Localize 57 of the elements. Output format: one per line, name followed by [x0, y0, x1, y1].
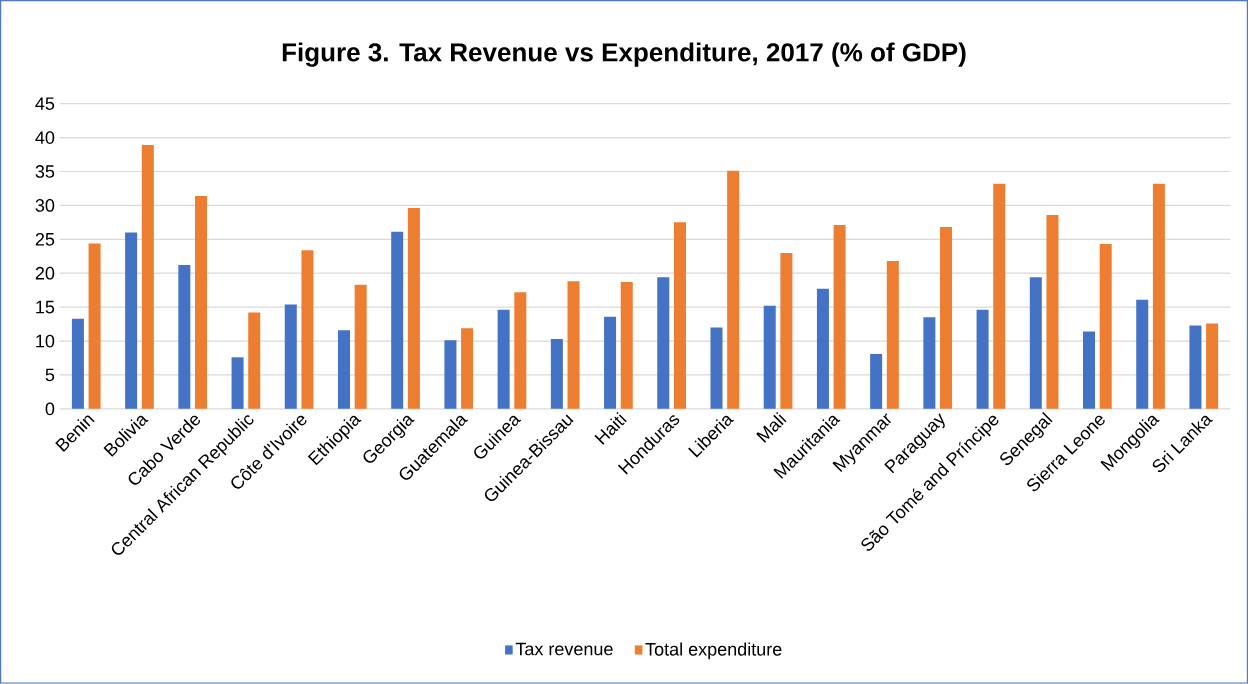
bar	[1046, 215, 1059, 410]
y-tick-label: 35	[35, 165, 55, 179]
bar	[833, 225, 846, 410]
bar	[1206, 323, 1219, 410]
bar	[407, 208, 420, 410]
bar	[567, 281, 580, 410]
y-tick-label: 10	[36, 334, 55, 348]
bar	[1083, 331, 1096, 410]
bar	[1189, 325, 1202, 410]
bar	[550, 339, 563, 410]
bar	[993, 183, 1006, 410]
bar	[673, 222, 686, 410]
bar	[620, 282, 633, 410]
bar	[940, 227, 953, 410]
y-tick-label: 40	[35, 131, 55, 145]
bar	[301, 250, 314, 410]
legend-label: Total expenditure	[645, 642, 782, 660]
y-tick-label: 5	[45, 368, 55, 382]
y-tick-label: 20	[35, 267, 55, 280]
bar	[604, 316, 617, 410]
bar	[88, 243, 101, 410]
bar	[141, 145, 154, 410]
bar	[354, 284, 367, 410]
bar	[763, 305, 776, 410]
bar	[780, 253, 793, 410]
bar	[886, 261, 899, 410]
bar	[461, 328, 474, 410]
y-tick-label: 15	[36, 301, 55, 314]
bar	[178, 265, 191, 410]
chart-title: Figure 3. Tax Revenue vs Expenditure, 2017 (% of GDP)	[282, 42, 966, 67]
bar	[514, 292, 527, 410]
legend-label: Tax revenue	[515, 642, 613, 656]
y-tick-label: 25	[35, 233, 55, 246]
y-tick-label: 0	[45, 402, 55, 416]
bar	[976, 310, 989, 410]
bar	[231, 357, 244, 410]
bar	[195, 196, 208, 410]
bar	[497, 310, 510, 410]
bar	[727, 170, 740, 410]
y-tick-label: 30	[35, 199, 55, 212]
bar	[870, 354, 883, 410]
bar	[816, 288, 829, 410]
bar	[923, 317, 936, 410]
bar	[444, 340, 457, 410]
bar	[657, 277, 670, 410]
bar	[1152, 183, 1165, 410]
bar	[391, 232, 404, 410]
bar	[1136, 299, 1149, 410]
bar	[71, 318, 84, 410]
bar	[1099, 244, 1112, 410]
bar	[248, 312, 261, 410]
bar	[337, 330, 350, 410]
bar	[284, 304, 297, 410]
bar	[125, 232, 138, 410]
bar	[710, 327, 723, 410]
bar	[1029, 277, 1042, 410]
y-tick-label: 45	[35, 97, 55, 111]
